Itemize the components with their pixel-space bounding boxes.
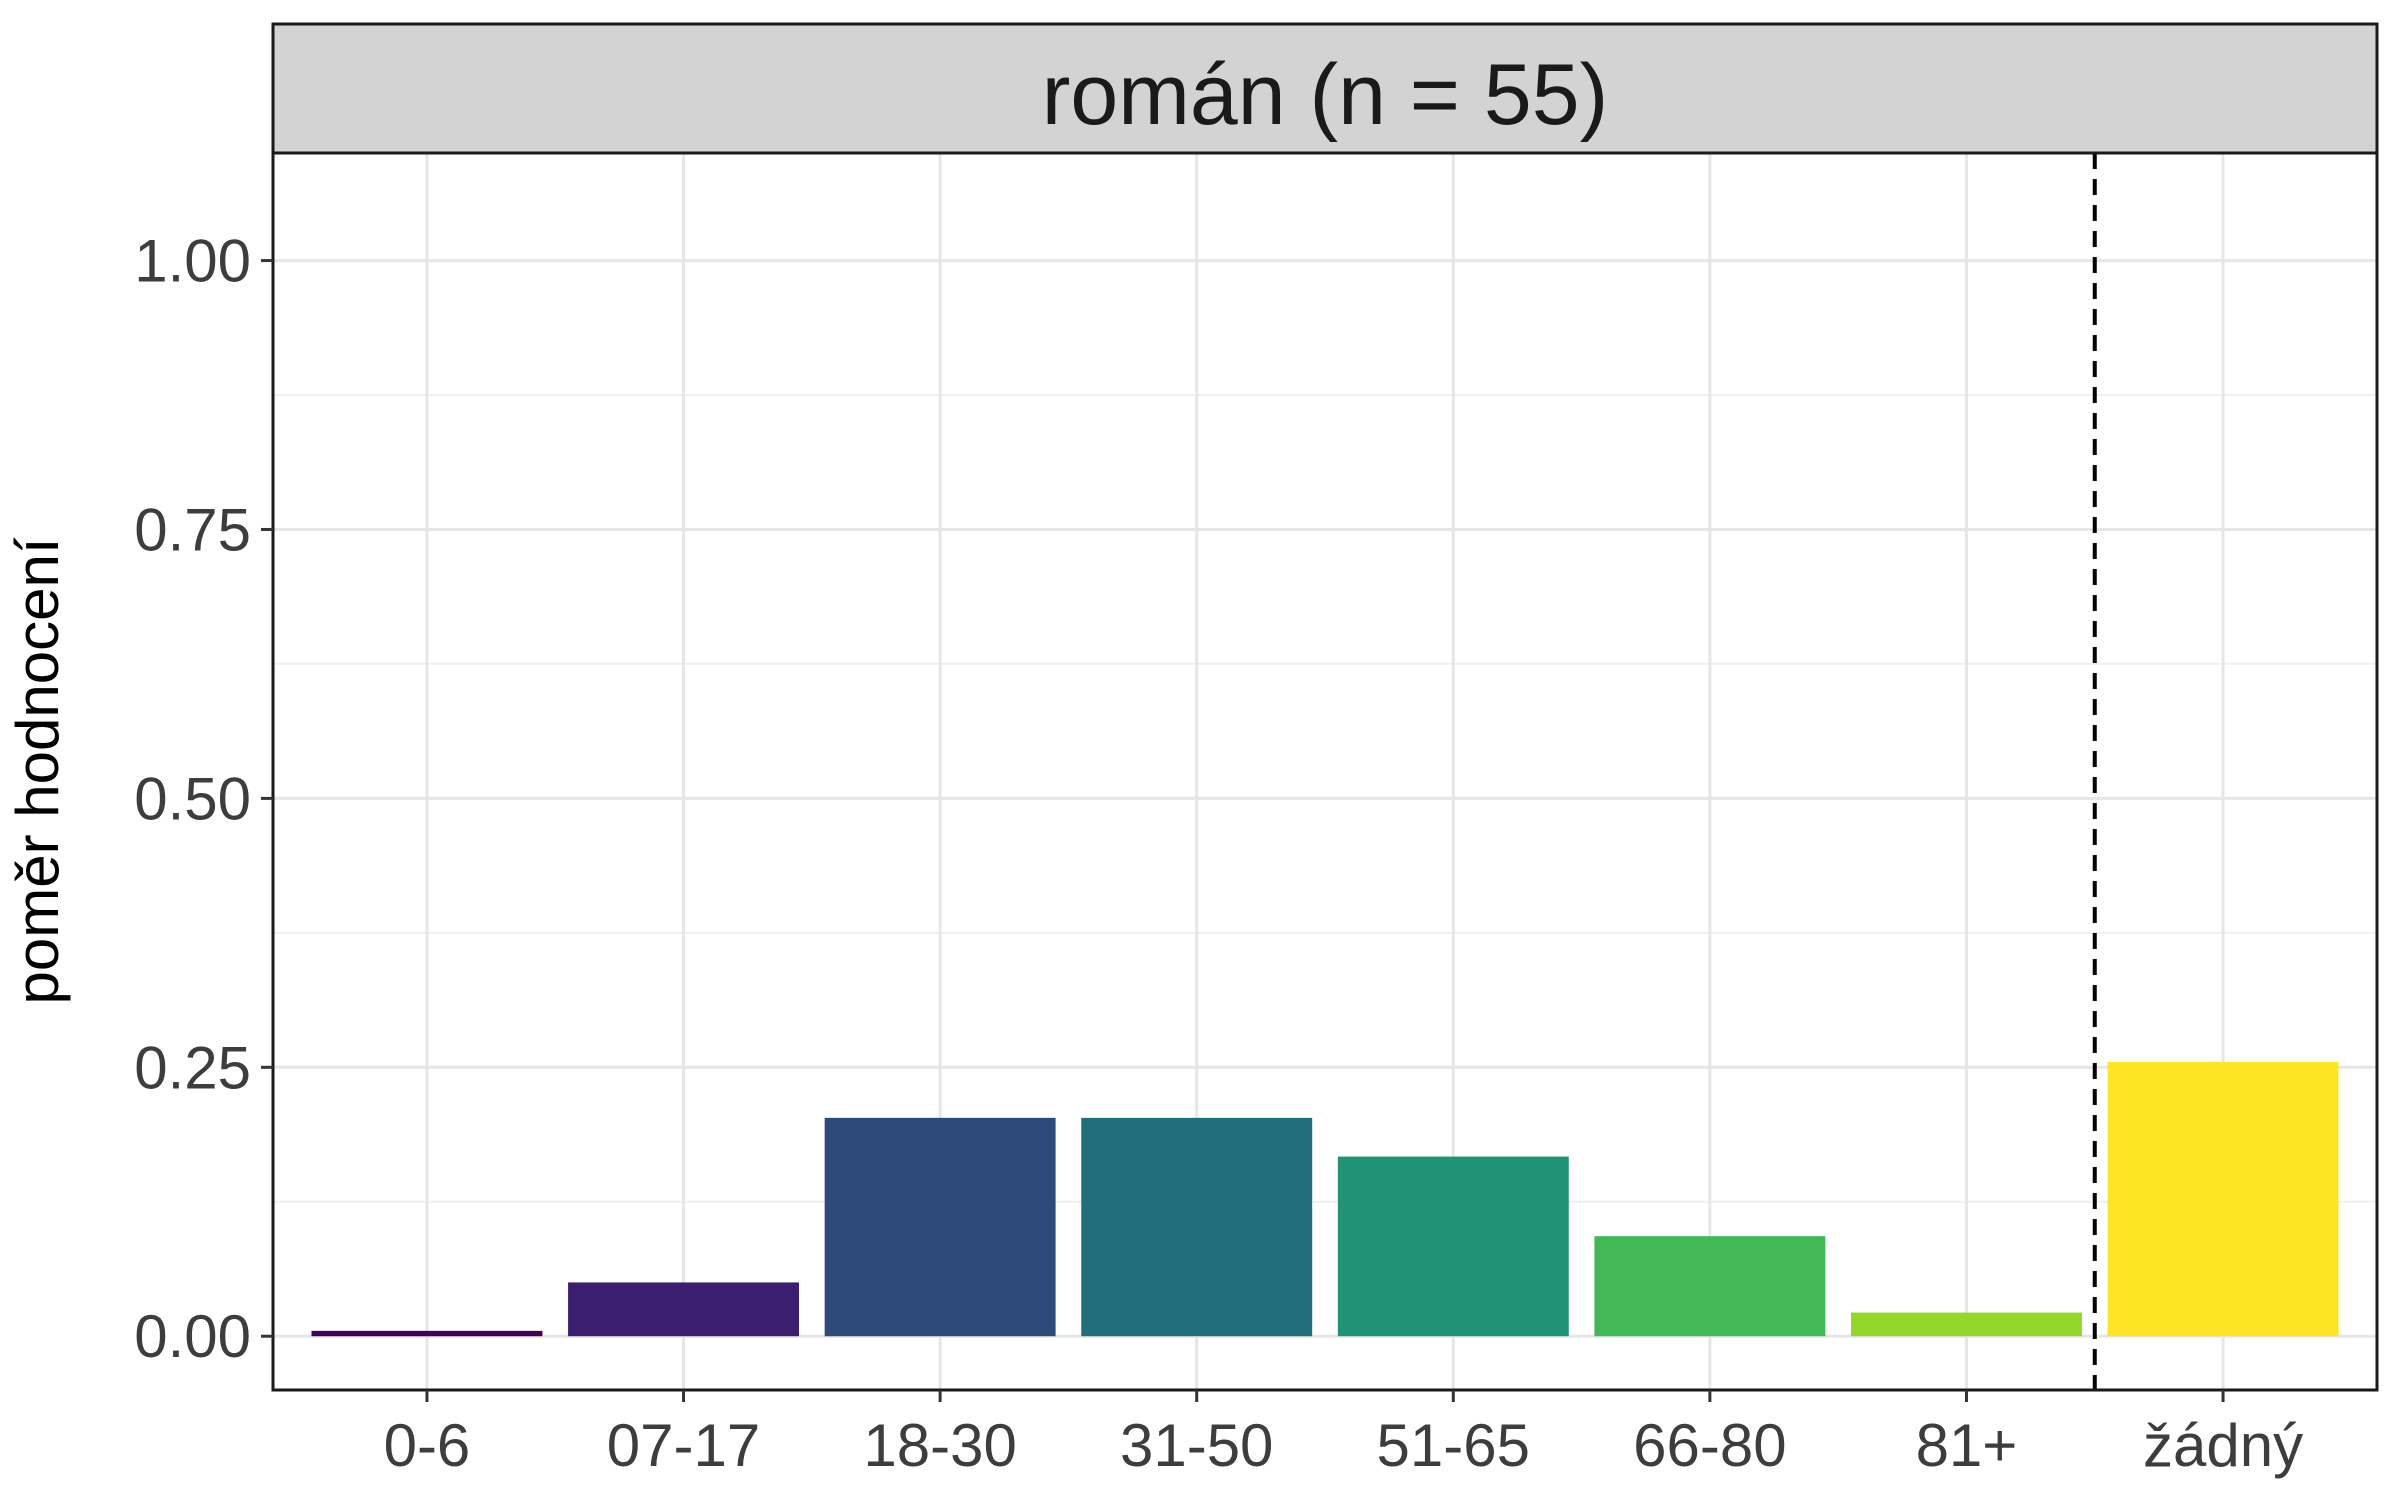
bar-51-65 bbox=[1337, 1156, 1569, 1337]
bar-0-6 bbox=[311, 1330, 543, 1337]
bars bbox=[311, 1061, 2339, 1337]
x-tick-label: 0-6 bbox=[384, 1412, 471, 1479]
x-axis-ticks: 0-6 07-17 18-30 31-50 51-65 66-80 81+ žádný bbox=[384, 1390, 2303, 1479]
bar-18-30 bbox=[824, 1117, 1056, 1337]
x-tick-label: 18-30 bbox=[863, 1412, 1016, 1479]
bar-07-17 bbox=[568, 1282, 799, 1337]
y-tick-label: 0.50 bbox=[134, 765, 251, 832]
y-axis-title: poměr hodnocení bbox=[4, 537, 71, 1004]
plot-panel bbox=[273, 153, 2377, 1390]
bar-66-80 bbox=[1594, 1236, 1826, 1337]
x-tick-label: 31-50 bbox=[1120, 1412, 1273, 1479]
x-tick-label: 51-65 bbox=[1377, 1412, 1530, 1479]
bar-31-50 bbox=[1081, 1117, 1313, 1337]
minor-gridlines bbox=[273, 394, 2377, 1203]
major-gridlines bbox=[273, 153, 2377, 1390]
y-tick-label: 0.25 bbox=[134, 1034, 251, 1101]
facet-strip-title: román (n = 55) bbox=[1042, 47, 1608, 143]
facet-strip bbox=[271, 22, 2379, 155]
bar-žádný bbox=[2107, 1061, 2339, 1337]
y-tick-label: 0.00 bbox=[134, 1303, 251, 1370]
plot-panel-border bbox=[271, 151, 2379, 1392]
y-tick-label: 1.00 bbox=[134, 228, 251, 295]
x-tick-label: 66-80 bbox=[1633, 1412, 1786, 1479]
x-tick-label: 81+ bbox=[1916, 1412, 2018, 1479]
y-tick-label: 0.75 bbox=[134, 496, 251, 563]
y-axis-ticks: 0.00 0.25 0.50 0.75 1.00 bbox=[134, 228, 273, 1370]
bar-81+ bbox=[1851, 1312, 2082, 1337]
x-tick-label: 07-17 bbox=[607, 1412, 760, 1479]
x-tick-label: žádný bbox=[2143, 1412, 2303, 1479]
